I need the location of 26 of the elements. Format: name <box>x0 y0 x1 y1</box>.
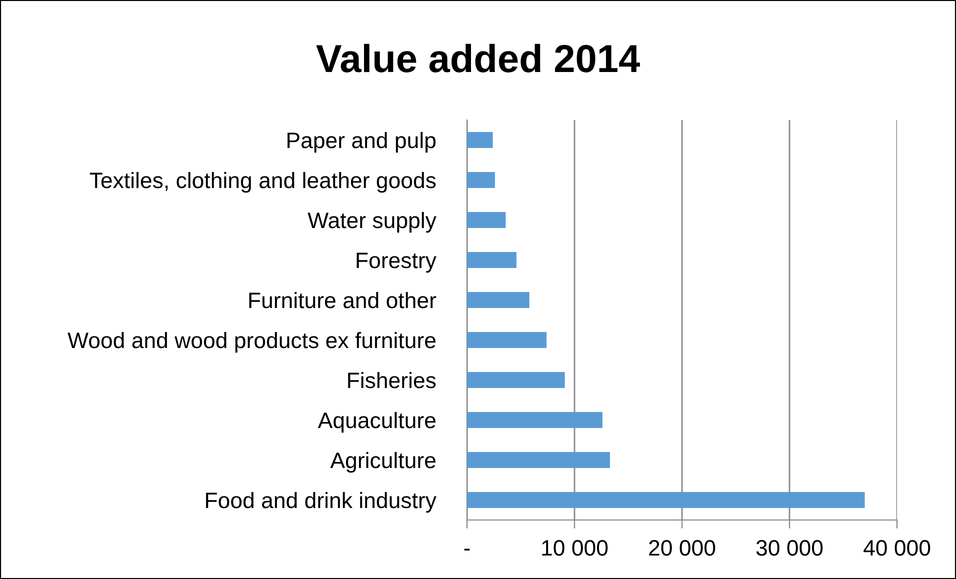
x-tick-label: 10 000 <box>542 540 608 556</box>
y-tick-label: Wood and wood products ex furniture <box>68 332 436 353</box>
bar <box>467 212 506 228</box>
x-tick-label: - <box>464 548 470 551</box>
y-tick-label: Fisheries <box>348 372 436 388</box>
chart-title: Value added 2014 <box>316 44 640 72</box>
x-tick-label: 40 000 <box>864 540 930 556</box>
y-tick-label: Aquaculture <box>318 412 436 433</box>
bar <box>467 252 516 268</box>
x-tick-label: 30 000 <box>756 540 823 556</box>
bar <box>467 492 865 508</box>
bar <box>467 332 547 348</box>
bar <box>467 412 602 428</box>
y-tick-label: Paper and pulp <box>288 132 436 153</box>
y-tick-label: Forestry <box>356 252 436 273</box>
bar <box>467 372 565 388</box>
bar <box>467 172 495 188</box>
y-tick-label: Textiles, clothing and leather goods <box>90 172 436 193</box>
y-tick-label: Agriculture <box>330 452 436 473</box>
y-tick-label: Food and drink industry <box>206 492 436 513</box>
x-tick-label: 20 000 <box>649 540 716 556</box>
y-tick-label: Furniture and other <box>249 292 436 308</box>
bar <box>467 292 530 308</box>
y-tick-label: Water supply <box>308 212 436 233</box>
bar <box>467 132 493 148</box>
bar <box>467 452 610 468</box>
